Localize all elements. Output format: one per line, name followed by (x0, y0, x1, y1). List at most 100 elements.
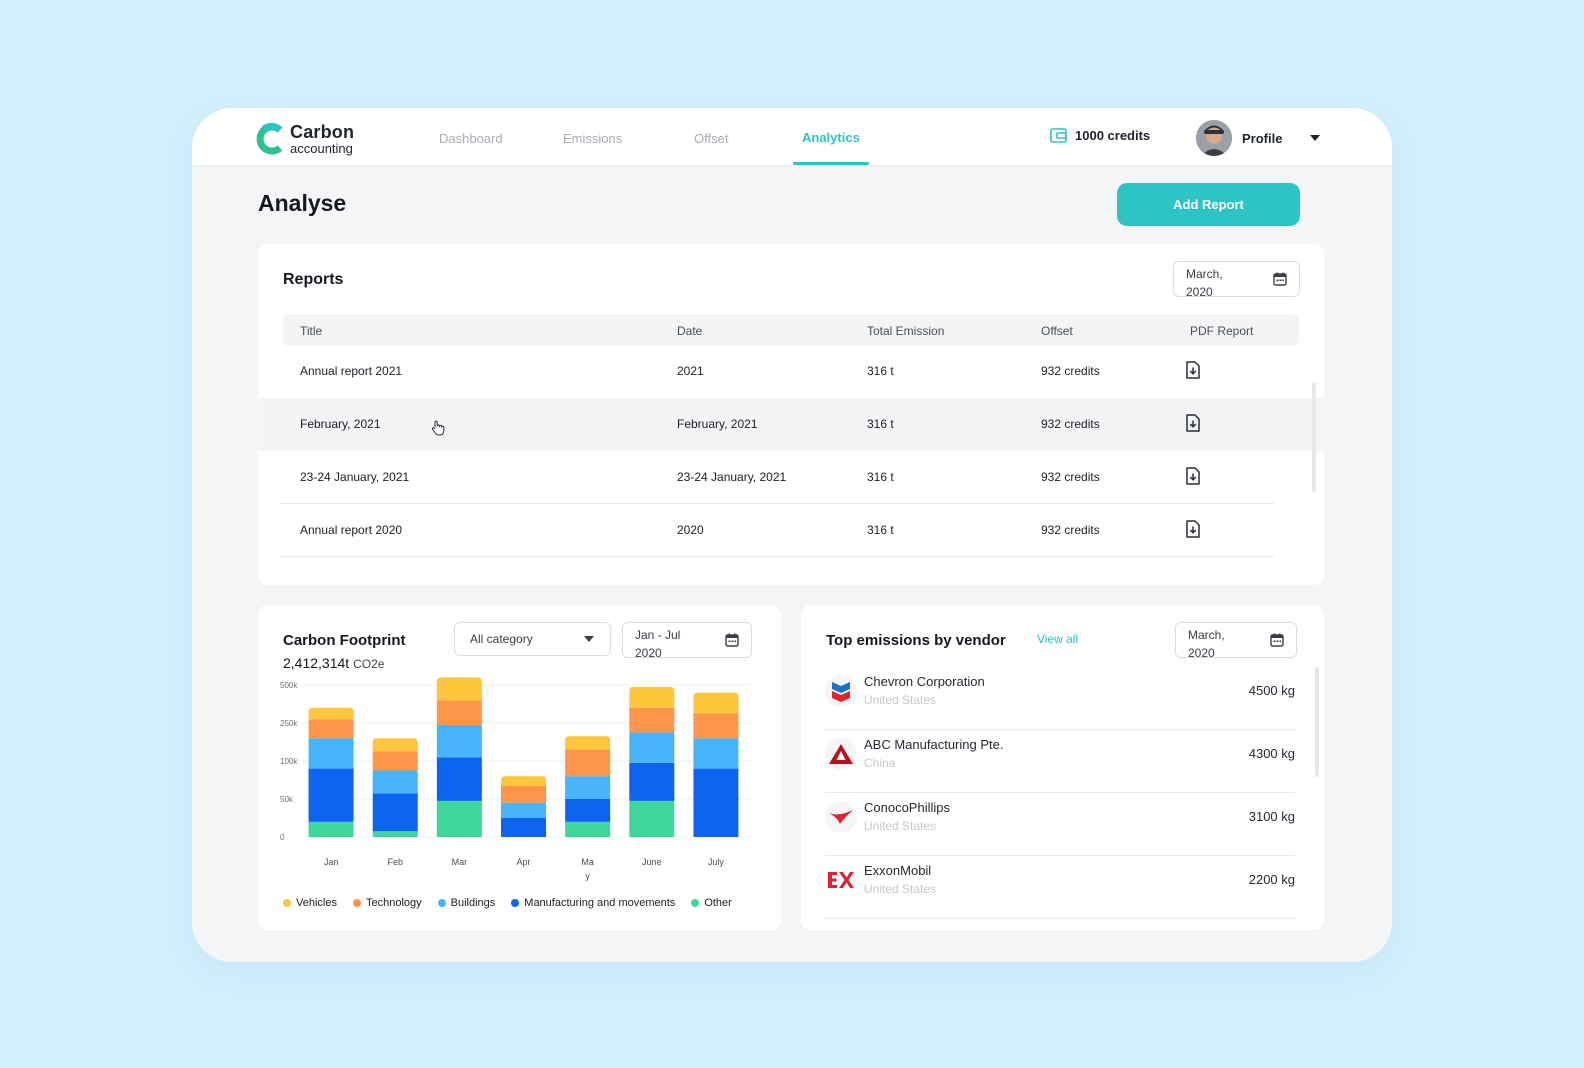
download-file-icon[interactable] (1185, 361, 1201, 379)
bar-segment[interactable] (308, 738, 354, 769)
row-divider (279, 503, 1274, 504)
bar-segment[interactable] (629, 732, 675, 763)
table-row[interactable]: Annual report 2021 2021 316 t 932 credit… (258, 345, 1324, 398)
caret-down-icon[interactable] (1310, 135, 1320, 141)
table-row[interactable]: 23-24 January, 2021 23-24 January, 2021 … (258, 451, 1324, 504)
carbon-footprint-card: Carbon Footprint 2,412,314t CO2e All cat… (258, 605, 781, 930)
nav-offset[interactable]: Offset (694, 131, 729, 146)
x-tick-label: Mar (452, 857, 468, 867)
credits-label: 1000 credits (1075, 128, 1151, 143)
vendors-scrollbar[interactable] (1315, 667, 1319, 777)
bar-segment[interactable] (308, 707, 354, 720)
bar-segment[interactable] (372, 831, 418, 837)
table-row[interactable]: Annual report 2020 2020 316 t 932 credit… (258, 504, 1324, 557)
legend-dot (437, 899, 446, 907)
bar-segment[interactable] (436, 700, 482, 725)
bar-segment[interactable] (308, 821, 354, 837)
vendor-value: 4500 kg (1248, 683, 1295, 698)
bar-segment[interactable] (693, 768, 739, 837)
logo-title: Carbon (290, 122, 355, 142)
nav-dashboard[interactable]: Dashboard (439, 131, 503, 146)
bar-segment[interactable] (436, 724, 482, 758)
add-report-button[interactable]: Add Report (1117, 183, 1300, 226)
wallet-icon (1050, 128, 1067, 143)
vendor-item[interactable]: ConocoPhillips United States 3100 kg (825, 793, 1295, 856)
bar-segment[interactable] (501, 802, 546, 818)
bar-segment[interactable] (372, 770, 418, 794)
bar-segment[interactable] (565, 799, 611, 822)
bar-segment[interactable] (693, 713, 739, 739)
footprint-range-months: Jan - Jul (635, 628, 681, 642)
bar-segment[interactable] (436, 677, 482, 701)
row-divider (279, 556, 1274, 557)
column-total-emission: Total Emission (867, 324, 945, 338)
bar-segment[interactable] (565, 736, 611, 750)
bar-segment[interactable] (372, 751, 418, 771)
legend-label: Buildings (450, 897, 496, 909)
row-emission: 316 t (867, 364, 894, 378)
bar-segment[interactable] (693, 738, 739, 769)
vendors-date-year: 2020 (1188, 646, 1215, 660)
table-scrollbar[interactable] (1312, 382, 1316, 492)
row-date: 2020 (677, 523, 704, 537)
calendar-icon (725, 633, 739, 647)
carbon-logo-icon (256, 123, 283, 155)
bar-segment[interactable] (629, 762, 675, 801)
legend-item[interactable]: Other (691, 897, 732, 909)
bar-segment[interactable] (565, 821, 611, 837)
vendor-country: China (864, 756, 896, 770)
legend-item[interactable]: Buildings (437, 897, 496, 909)
vendors-date-picker[interactable]: March, 2020 (1175, 622, 1297, 660)
bar-segment[interactable] (501, 818, 546, 837)
avatar[interactable] (1196, 120, 1232, 156)
x-tick-label: July (708, 857, 725, 867)
legend-dot (283, 899, 291, 907)
hand-cursor-icon (431, 420, 445, 436)
legend-item[interactable]: Vehicles (283, 897, 337, 909)
vendor-item[interactable]: ABC Manufacturing Pte. China 4300 kg (825, 730, 1295, 793)
legend-item[interactable]: Technology (352, 897, 422, 909)
download-file-icon[interactable] (1185, 414, 1201, 432)
vendor-item[interactable]: Chevron Corporation United States 4500 k… (825, 667, 1295, 730)
footprint-total-value: 2,412,314t (283, 655, 350, 671)
bar-segment[interactable] (629, 800, 675, 837)
bar-segment[interactable] (565, 749, 611, 777)
row-emission: 316 t (867, 417, 894, 431)
bar-segment[interactable] (308, 719, 354, 739)
vendors-title: Top emissions by vendor (826, 632, 1006, 649)
bar-segment[interactable] (565, 776, 611, 799)
bar-segment[interactable] (436, 800, 482, 837)
download-file-icon[interactable] (1185, 520, 1201, 538)
bar-segment[interactable] (501, 785, 546, 803)
bar-segment[interactable] (436, 757, 482, 801)
bar-segment[interactable] (693, 692, 739, 714)
column-date: Date (677, 324, 703, 338)
bar-segment[interactable] (629, 686, 675, 708)
logo[interactable]: Carbon accounting (256, 123, 354, 155)
footprint-total: 2,412,314t CO2e (283, 655, 384, 671)
vendor-item[interactable]: ExxonMobil United States 2200 kg (825, 856, 1295, 919)
legend-label: Vehicles (296, 897, 337, 909)
bar-segment[interactable] (501, 776, 546, 786)
bar-segment[interactable] (372, 738, 418, 752)
conocophillips-logo-icon (825, 801, 857, 833)
credits-balance[interactable]: 1000 credits (1050, 128, 1150, 143)
vendors-date-month: March, (1188, 628, 1225, 642)
nav-analytics[interactable]: Analytics (802, 130, 860, 145)
bar-segment[interactable] (372, 793, 418, 832)
bar-segment[interactable] (629, 707, 675, 733)
app-window: Carbon accounting Dashboard Emissions Of… (192, 108, 1392, 962)
legend-item[interactable]: Manufacturing and movements (511, 897, 675, 909)
nav-emissions[interactable]: Emissions (563, 131, 623, 146)
row-offset: 932 credits (1041, 364, 1100, 378)
bar-segment[interactable] (308, 768, 354, 822)
reports-date-picker[interactable]: March, 2020 (1173, 261, 1300, 299)
download-file-icon[interactable] (1185, 467, 1201, 485)
y-tick-label: 250k (280, 719, 298, 728)
table-row[interactable]: February, 2021 February, 2021 316 t 932 … (258, 398, 1324, 451)
x-tick-label: June (642, 857, 662, 867)
category-select[interactable]: All category (454, 622, 611, 656)
footprint-date-picker[interactable]: Jan - Jul 2020 (622, 622, 752, 660)
view-all-link[interactable]: View all (1037, 632, 1079, 646)
profile-menu[interactable]: Profile (1196, 120, 1320, 156)
